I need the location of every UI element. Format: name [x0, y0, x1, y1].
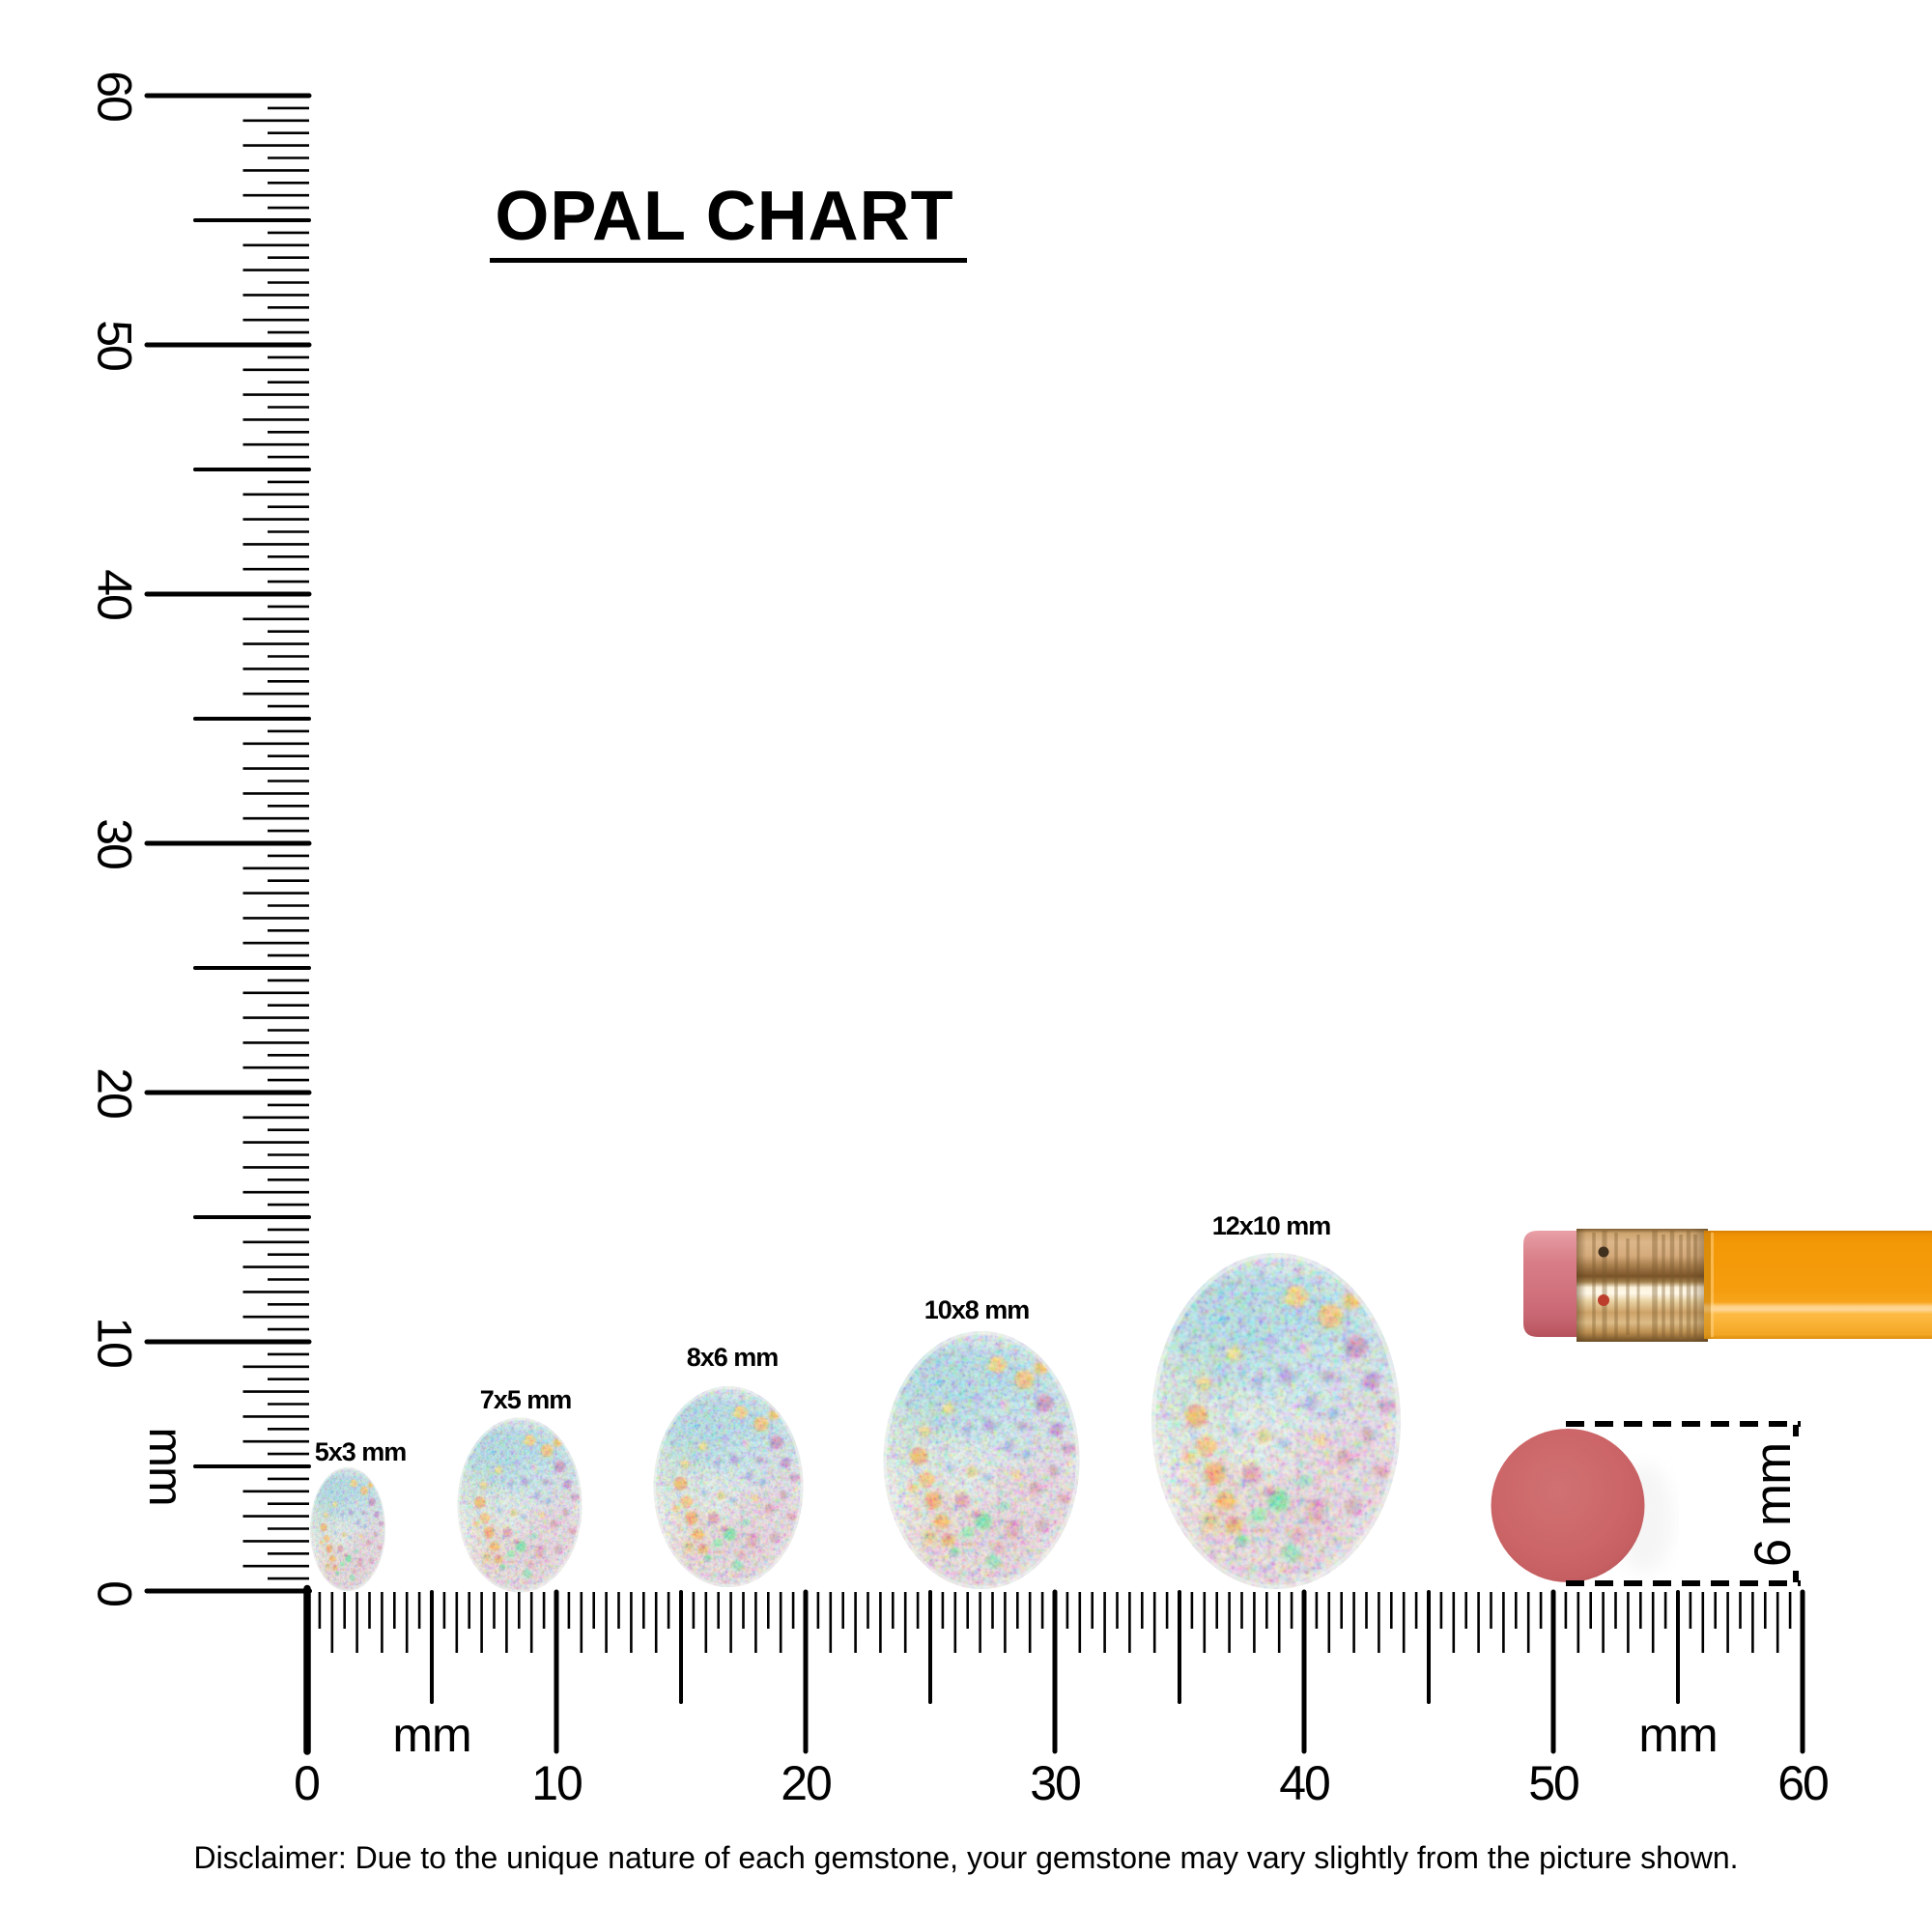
svg-text:20: 20: [781, 1756, 831, 1810]
svg-text:10x8 mm: 10x8 mm: [924, 1295, 1030, 1324]
svg-text:mm: mm: [139, 1427, 193, 1505]
svg-text:30: 30: [1030, 1756, 1080, 1810]
svg-text:7x5 mm: 7x5 mm: [480, 1385, 572, 1414]
svg-text:10: 10: [88, 1317, 142, 1367]
svg-text:8x6 mm: 8x6 mm: [687, 1343, 779, 1372]
svg-text:60: 60: [88, 71, 142, 121]
svg-text:mm: mm: [392, 1708, 470, 1762]
svg-text:30: 30: [88, 818, 142, 868]
svg-text:Disclaimer: Due to the unique: Disclaimer: Due to the unique nature of …: [194, 1840, 1739, 1875]
svg-text:mm: mm: [1638, 1708, 1717, 1762]
svg-text:20: 20: [88, 1067, 142, 1118]
svg-text:0: 0: [88, 1580, 142, 1607]
svg-text:0: 0: [294, 1756, 321, 1810]
svg-text:40: 40: [1279, 1756, 1329, 1810]
svg-text:60: 60: [1777, 1756, 1828, 1810]
svg-text:OPAL CHART: OPAL CHART: [495, 178, 953, 255]
svg-text:10: 10: [531, 1756, 582, 1810]
svg-text:12x10 mm: 12x10 mm: [1212, 1211, 1331, 1240]
svg-text:5x3 mm: 5x3 mm: [315, 1437, 407, 1466]
svg-text:6 mm: 6 mm: [1745, 1443, 1802, 1568]
svg-text:50: 50: [1528, 1756, 1578, 1810]
svg-text:50: 50: [88, 320, 142, 370]
svg-text:40: 40: [88, 569, 142, 619]
